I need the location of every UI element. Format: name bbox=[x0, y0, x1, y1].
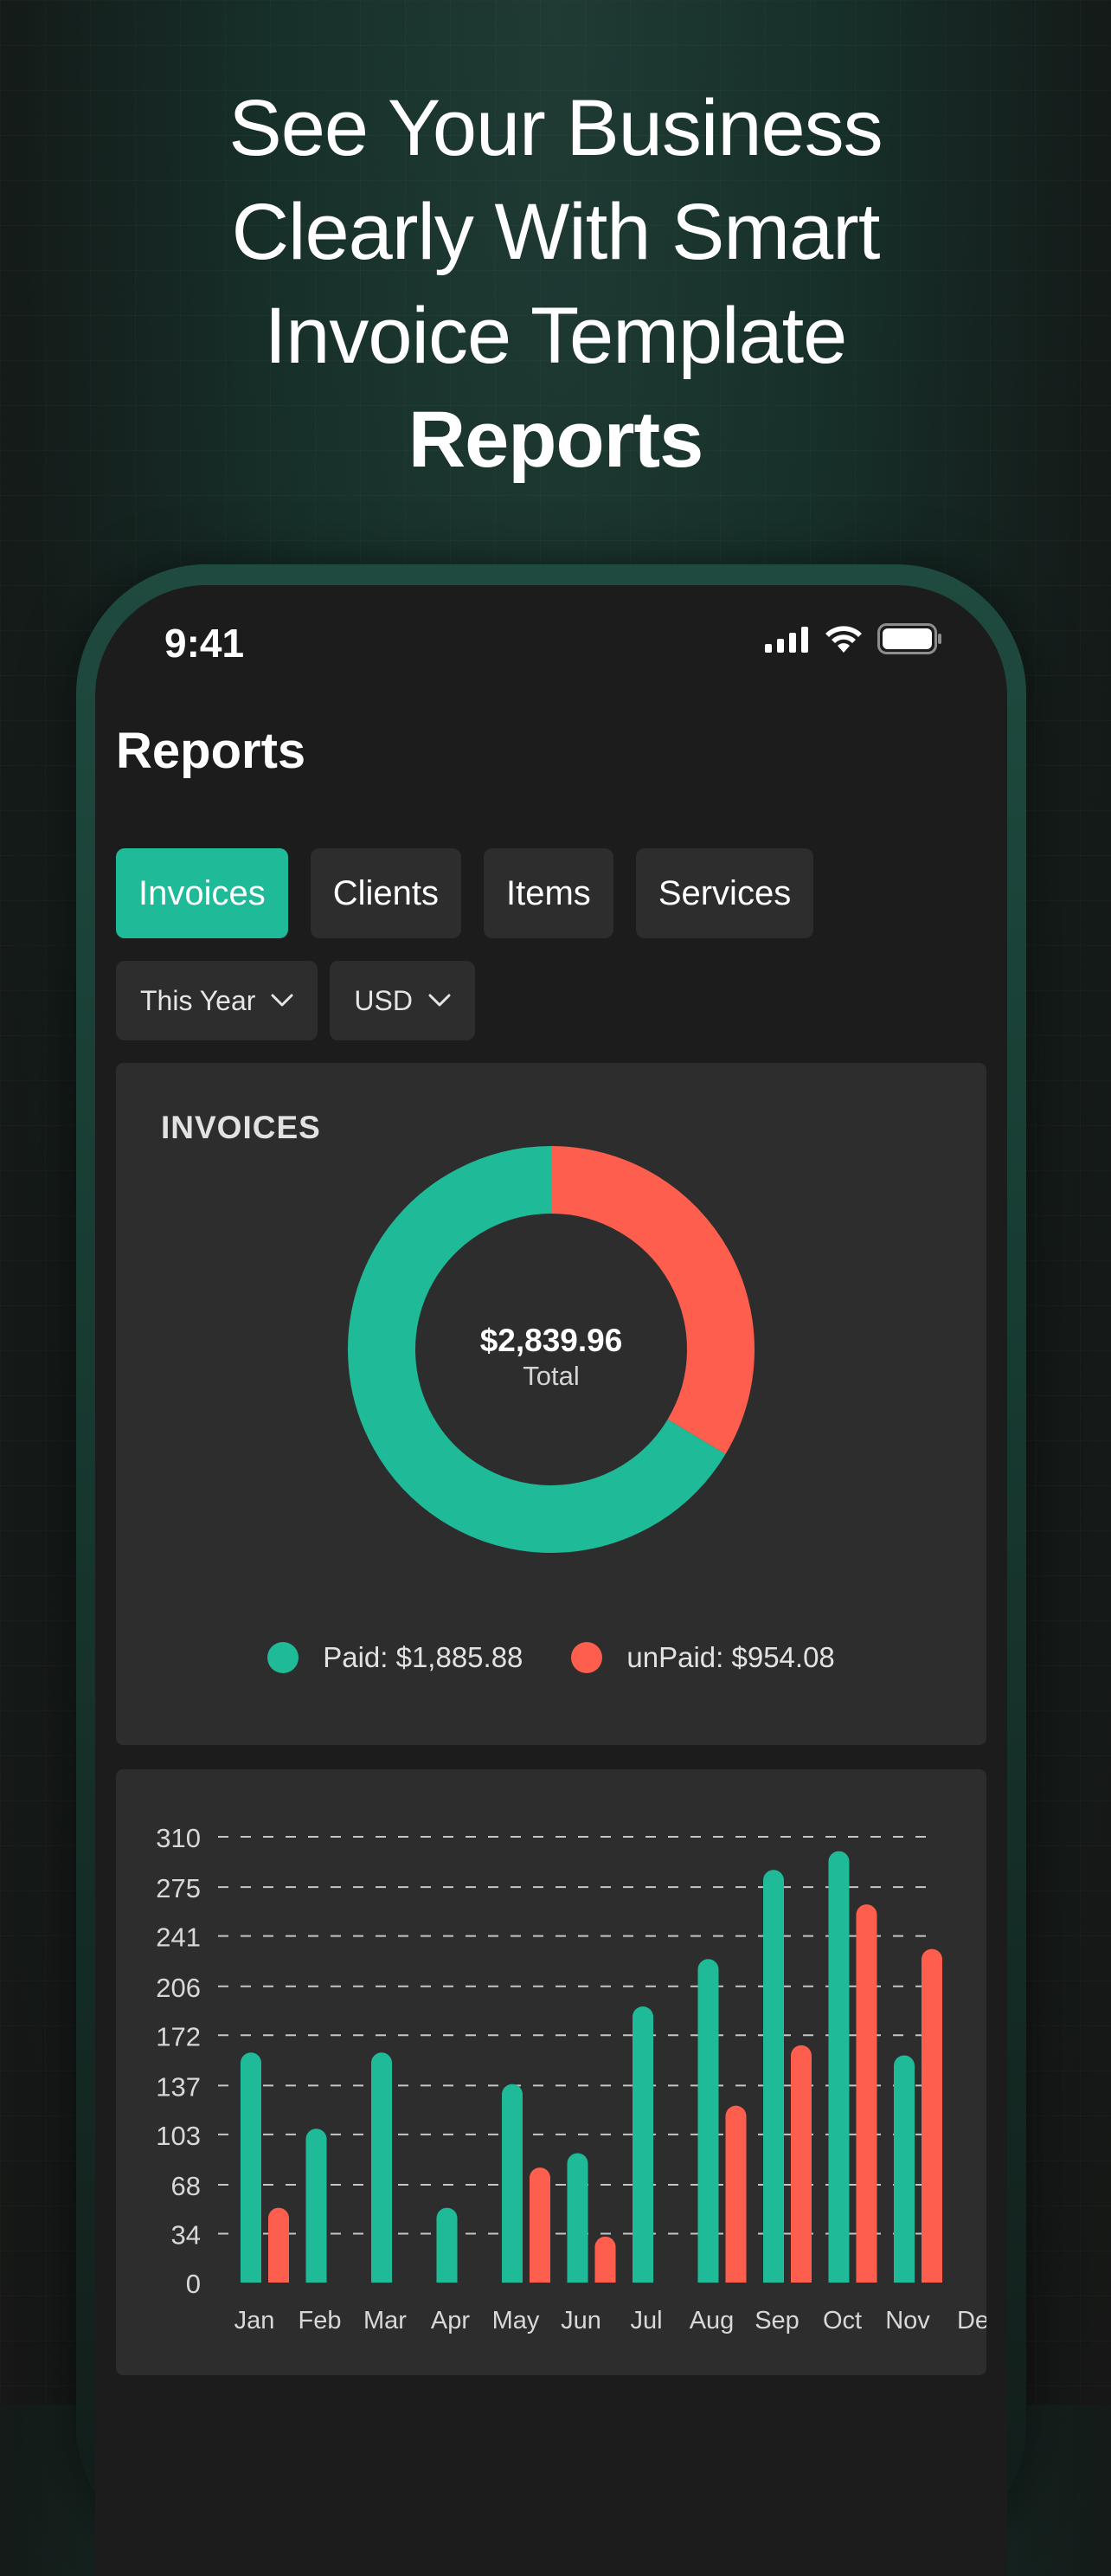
x-tick-label: Jul bbox=[630, 2307, 662, 2334]
phone-screen: 9:41 Reports Invoices Clients Items Serv… bbox=[95, 585, 1007, 2576]
battery-icon bbox=[877, 623, 941, 654]
wifi-icon bbox=[825, 626, 862, 653]
status-time: 9:41 bbox=[164, 621, 245, 666]
bar-nov-series-1 bbox=[894, 2055, 915, 2283]
bar-oct-series-1 bbox=[828, 1851, 850, 2283]
report-tabs: Invoices Clients Items Services bbox=[116, 848, 814, 938]
paid-dot bbox=[267, 1642, 299, 1673]
donut-total-value: $2,839.96 bbox=[479, 1323, 623, 1358]
period-dropdown[interactable]: This Year bbox=[116, 961, 318, 1040]
monthly-bar-card: 0 34 68 103 137 172 206 241 275 310 Jan Feb Mar Apr Ma… bbox=[116, 1769, 986, 2375]
currency-value: USD bbox=[354, 984, 413, 1016]
headline-line-4: Reports bbox=[408, 396, 704, 484]
bar-jun-series-1 bbox=[567, 2153, 588, 2283]
x-tick-label: Mar bbox=[363, 2307, 407, 2334]
tab-services[interactable]: Services bbox=[635, 848, 814, 938]
signal-icon bbox=[765, 627, 808, 653]
status-icons bbox=[765, 623, 943, 654]
page-title: Reports bbox=[116, 723, 306, 779]
donut-total-label: Total bbox=[523, 1361, 580, 1391]
donut-slice-paid bbox=[348, 1146, 726, 1553]
y-tick-label: 137 bbox=[156, 2071, 201, 2102]
y-tick-label: 206 bbox=[156, 1973, 201, 2003]
legend-paid: Paid: $1,885.88 bbox=[267, 1641, 523, 1674]
y-tick-label: 103 bbox=[156, 2121, 201, 2151]
legend-unpaid: unPaid: $954.08 bbox=[571, 1641, 835, 1674]
x-tick-label: Apr bbox=[431, 2307, 470, 2334]
x-tick-label: Nov bbox=[885, 2307, 930, 2334]
marketing-headline: See Your Business Clearly With Smart Inv… bbox=[0, 76, 1111, 492]
bar-nov-series-2 bbox=[922, 1948, 942, 2283]
y-tick-label: 172 bbox=[156, 2021, 201, 2051]
invoices-donut-chart bbox=[348, 1146, 755, 1553]
x-tick-label: Jan bbox=[234, 2307, 275, 2334]
filters-row: This Year USD bbox=[116, 961, 475, 1040]
bar-jan-series-2 bbox=[268, 2207, 289, 2283]
invoices-card-title: INVOICES bbox=[161, 1110, 321, 1145]
bar-sep-series-2 bbox=[791, 2045, 812, 2283]
y-tick-label: 68 bbox=[171, 2171, 201, 2201]
x-tick-label: Feb bbox=[299, 2307, 342, 2334]
bar-sep-series-1 bbox=[763, 1870, 784, 2283]
legend-unpaid-label: unPaid: $954.08 bbox=[626, 1641, 835, 1673]
chevron-down-icon bbox=[428, 994, 451, 1007]
bar-mar-series-1 bbox=[371, 2052, 392, 2283]
bar-aug-series-2 bbox=[725, 2105, 747, 2283]
chevron-down-icon bbox=[271, 994, 293, 1007]
headline-line-3: Invoice Template bbox=[264, 292, 848, 380]
tab-clients[interactable]: Clients bbox=[310, 848, 462, 938]
x-tick-label: De bbox=[957, 2307, 986, 2334]
x-tick-label: Jun bbox=[561, 2307, 601, 2334]
bar-jun-series-2 bbox=[594, 2236, 616, 2283]
donut-slice-unpaid bbox=[550, 1146, 755, 1454]
currency-dropdown[interactable]: USD bbox=[330, 961, 475, 1040]
headline-line-2: Clearly With Smart bbox=[231, 188, 881, 276]
bar-may-series-2 bbox=[530, 2167, 550, 2283]
headline-line-1: See Your Business bbox=[228, 84, 883, 172]
y-tick-label: 275 bbox=[156, 1873, 201, 1903]
monthly-bar-chart: 0 34 68 103 137 172 206 241 275 310 Jan Feb Mar Apr Ma… bbox=[156, 1823, 986, 2334]
period-value: This Year bbox=[140, 984, 256, 1016]
x-tick-label: Sep bbox=[755, 2307, 800, 2334]
y-tick-label: 310 bbox=[156, 1823, 201, 1853]
bar-jan-series-1 bbox=[241, 2052, 261, 2283]
invoices-card: INVOICES $2,839.96 Total Paid: $1,885.88… bbox=[116, 1063, 986, 1745]
y-tick-label: 0 bbox=[186, 2269, 201, 2299]
y-tick-label: 241 bbox=[156, 1922, 201, 1953]
x-tick-label: Aug bbox=[690, 2307, 735, 2334]
tab-invoices[interactable]: Invoices bbox=[116, 848, 288, 938]
bar-aug-series-1 bbox=[697, 1959, 719, 2283]
x-tick-label: Oct bbox=[823, 2307, 862, 2334]
bar-oct-series-2 bbox=[856, 1904, 877, 2283]
x-tick-label: May bbox=[492, 2307, 540, 2334]
donut-legend: Paid: $1,885.88 unPaid: $954.08 bbox=[116, 1641, 986, 1674]
donut-center: $2,839.96 Total bbox=[348, 1323, 755, 1392]
bar-may-series-1 bbox=[502, 2083, 523, 2283]
tab-items[interactable]: Items bbox=[484, 848, 613, 938]
legend-paid-label: Paid: $1,885.88 bbox=[323, 1641, 523, 1673]
bar-feb-series-1 bbox=[305, 2128, 327, 2283]
y-tick-label: 34 bbox=[171, 2220, 201, 2251]
bar-apr-series-1 bbox=[436, 2207, 458, 2283]
bar-jul-series-1 bbox=[633, 2006, 653, 2283]
unpaid-dot bbox=[571, 1642, 603, 1673]
